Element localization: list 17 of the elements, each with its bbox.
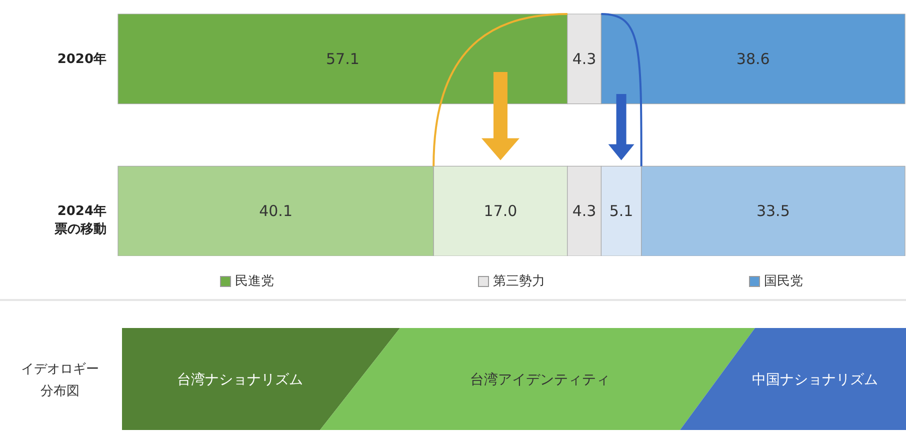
data-label: 5.1	[609, 202, 634, 220]
data-label: 40.1	[259, 202, 292, 220]
legend-label: 第三勢力	[492, 273, 545, 290]
data-label: 4.3	[572, 50, 596, 68]
text: イデオロギー分布図	[21, 362, 99, 399]
text: 台湾ナショナリズム	[177, 372, 303, 388]
data-label: 4.3	[572, 202, 596, 220]
y-tick-label: 2020年	[57, 52, 106, 67]
data-label: 33.5	[756, 202, 790, 220]
data-label: 57.1	[326, 50, 360, 68]
text: 台湾アイデンティティ	[470, 372, 610, 388]
y-tick-label: 2024年票の移動	[54, 204, 106, 238]
data-label: 17.0	[484, 202, 518, 220]
legend-label: 民進党	[234, 273, 274, 290]
data-label: 38.6	[736, 50, 770, 68]
text: 中国ナショナリズム	[752, 372, 878, 388]
legend-label: 国民党	[763, 273, 803, 290]
